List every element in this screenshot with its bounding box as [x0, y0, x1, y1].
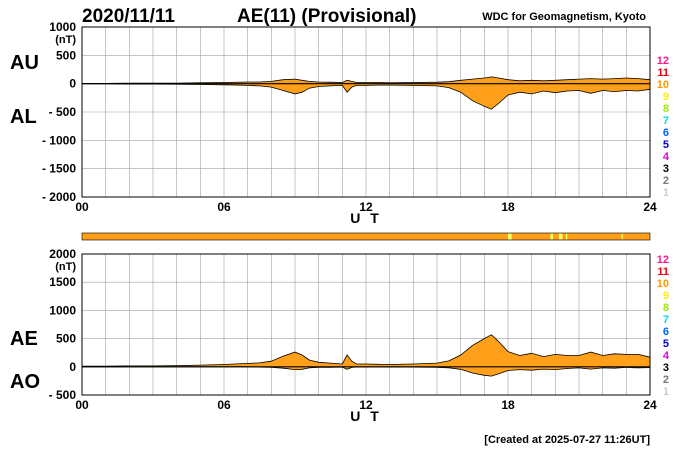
au-al-xtick-label: 00 — [75, 200, 89, 214]
au-al-ytick-label: - 2000 — [42, 190, 76, 204]
au-al-ytick-label: - 500 — [49, 105, 77, 119]
scale-legend-top-item-11: 11 — [657, 67, 669, 79]
coverage-bar-highlight — [550, 233, 553, 240]
scale-legend-top-item-4: 4 — [663, 151, 670, 163]
ae-ao-series-label-lower: AO — [10, 371, 40, 393]
chart-title: AE(11) (Provisional) — [237, 6, 417, 27]
ae-ao-xtick-label: 24 — [643, 398, 657, 412]
coverage-bar-highlight — [558, 233, 563, 240]
coverage-bar-fill — [81, 232, 651, 241]
scale-legend-bottom-item-2: 2 — [663, 374, 669, 386]
ae-ao-unit-label: (nT) — [55, 261, 76, 273]
created-timestamp: [Created at 2025-07-27 11:26UT] — [484, 434, 650, 446]
ae-ao-xtick-label: 06 — [217, 398, 231, 412]
ae-ao-plot-frame — [81, 253, 651, 396]
au-al-unit-label: (nT) — [55, 34, 76, 46]
au-al-plot-frame — [81, 26, 651, 198]
au-al-ytick-label: - 1000 — [42, 133, 76, 147]
scale-legend-bottom-item-12: 12 — [657, 254, 669, 266]
scale-legend-bottom-item-8: 8 — [663, 302, 669, 314]
ae-ao-area — [82, 334, 650, 377]
scale-legend-bottom-item-10: 10 — [657, 278, 669, 290]
scale-legend-top-item-3: 3 — [663, 163, 669, 175]
au-al-ytick-label: 1000 — [49, 20, 76, 34]
au-al-xtick-label: 12 — [359, 200, 373, 214]
ae-ao-panel: 2000 1500 1000 500 0 - 500 (nT) 00 06 12 18 24 U T AE… — [10, 247, 657, 424]
au-al-xtick-label: 06 — [217, 200, 231, 214]
scale-legend-top-item-2: 2 — [663, 175, 669, 187]
scale-legend-bottom-item-11: 11 — [657, 266, 669, 278]
scale-legend-bottom-item-6: 6 — [663, 326, 669, 338]
au-al-xaxis-label: U T — [350, 210, 382, 226]
au-al-area — [82, 76, 650, 110]
au-al-panel: 1000 500 0 - 500 - 1000 - 1500 - 2000 (nT) 00 06 1… — [10, 20, 657, 226]
ae-ao-upper-line — [82, 334, 651, 367]
ae-ao-xaxis-label: U T — [350, 408, 382, 424]
ae-ao-xtick-label: 00 — [75, 398, 89, 412]
scale-legend-top-item-10: 10 — [657, 79, 669, 91]
ae-ao-series-label-upper: AE — [10, 328, 38, 350]
au-al-series-label-upper: AU — [10, 52, 39, 74]
scale-legend-top-item-1: 1 — [663, 187, 669, 199]
scale-legend-bottom-item-5: 5 — [663, 338, 669, 350]
scale-legend-top-item-12: 12 — [657, 55, 669, 67]
scale-legend-top-item-5: 5 — [663, 139, 669, 151]
coverage-bar-highlight — [508, 233, 512, 240]
ae-ao-ytick-label: 2000 — [49, 247, 76, 261]
scale-legend-bottom-item-3: 3 — [663, 362, 669, 374]
scale-legend-top-item-8: 8 — [663, 103, 669, 115]
scale-legend-top-item-7: 7 — [663, 115, 669, 127]
au-al-xtick-label: 18 — [501, 200, 515, 214]
scale-legend-top-item-9: 9 — [663, 91, 669, 103]
ae-ao-ytick-label: 1000 — [49, 303, 76, 317]
au-al-upper-line — [82, 76, 651, 84]
au-al-series-label-lower: AL — [10, 106, 37, 128]
au-al-ytick-label: 0 — [69, 77, 76, 91]
scale-legend-bottom-item-9: 9 — [663, 290, 669, 302]
coverage-bar-highlight — [621, 233, 623, 240]
ae-ao-ytick-label: 500 — [56, 332, 76, 346]
header: 2020/11/11 AE(11) (Provisional) WDC for … — [82, 6, 646, 27]
scale-legend-bottom-item-7: 7 — [663, 314, 669, 326]
au-al-ytick-label: - 1500 — [42, 162, 76, 176]
ae-ao-ytick-label: 1500 — [49, 275, 76, 289]
ae-ao-ytick-label: 0 — [69, 360, 76, 374]
au-al-xtick-label: 24 — [643, 200, 657, 214]
ae-ao-ytick-label: - 500 — [49, 388, 77, 402]
scale-legend-bottom-item-4: 4 — [663, 350, 670, 362]
scale-legend-top-item-6: 6 — [663, 127, 669, 139]
ae-ao-xtick-label: 12 — [359, 398, 373, 412]
coverage-bar-highlight — [565, 233, 568, 240]
ae-ao-xtick-label: 18 — [501, 398, 515, 412]
data-coverage-bar — [81, 232, 651, 241]
scale-legend-bottom-item-1: 1 — [663, 386, 669, 398]
data-source: WDC for Geomagnetism, Kyoto — [482, 11, 646, 23]
chart-date: 2020/11/11 — [82, 6, 175, 27]
au-al-lower-line — [82, 83, 651, 110]
au-al-ytick-label: 500 — [56, 48, 76, 62]
